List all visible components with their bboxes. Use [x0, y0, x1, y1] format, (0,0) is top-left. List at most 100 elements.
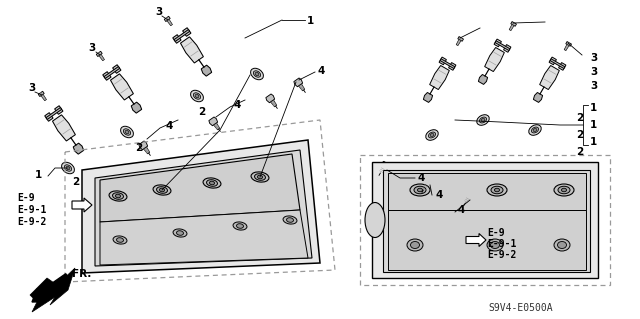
Polygon shape — [100, 210, 308, 265]
Ellipse shape — [554, 239, 570, 251]
Text: 3: 3 — [590, 81, 597, 91]
Text: E-9-1: E-9-1 — [17, 205, 46, 215]
Polygon shape — [209, 117, 218, 126]
Ellipse shape — [173, 229, 187, 237]
Text: 2: 2 — [576, 130, 583, 140]
Polygon shape — [549, 57, 556, 65]
Ellipse shape — [251, 172, 269, 182]
Text: 1: 1 — [590, 103, 597, 113]
Ellipse shape — [490, 241, 499, 249]
Text: S9V4-E0500A: S9V4-E0500A — [488, 303, 552, 313]
Polygon shape — [174, 30, 189, 41]
Ellipse shape — [66, 166, 70, 170]
Ellipse shape — [426, 130, 438, 140]
Ellipse shape — [257, 175, 262, 179]
Text: FR.: FR. — [72, 269, 92, 279]
Polygon shape — [143, 147, 150, 154]
Polygon shape — [73, 143, 84, 154]
Polygon shape — [533, 93, 543, 102]
Ellipse shape — [159, 188, 164, 192]
Text: E-9: E-9 — [17, 193, 35, 203]
Polygon shape — [429, 65, 449, 90]
Ellipse shape — [410, 241, 419, 249]
Polygon shape — [380, 167, 385, 174]
Polygon shape — [41, 94, 47, 101]
Polygon shape — [38, 91, 44, 97]
Ellipse shape — [407, 239, 423, 251]
Ellipse shape — [207, 180, 218, 186]
Ellipse shape — [487, 239, 503, 251]
Text: E-9-1: E-9-1 — [487, 239, 516, 249]
Polygon shape — [103, 72, 111, 80]
Polygon shape — [511, 21, 516, 26]
Ellipse shape — [428, 132, 436, 138]
Text: 3: 3 — [590, 67, 597, 77]
Polygon shape — [479, 74, 488, 85]
Polygon shape — [182, 28, 191, 36]
Ellipse shape — [557, 241, 566, 249]
Text: 2: 2 — [198, 107, 205, 117]
Polygon shape — [424, 93, 433, 102]
Polygon shape — [388, 210, 586, 270]
Polygon shape — [72, 198, 92, 212]
FancyArrow shape — [32, 274, 70, 302]
Ellipse shape — [120, 126, 133, 138]
Text: E-9-2: E-9-2 — [487, 250, 516, 260]
Polygon shape — [111, 74, 133, 100]
Text: 3: 3 — [28, 83, 35, 93]
Text: 4: 4 — [317, 66, 324, 76]
Polygon shape — [266, 94, 275, 103]
Polygon shape — [164, 16, 170, 22]
Polygon shape — [54, 106, 63, 114]
Polygon shape — [173, 35, 181, 43]
Text: 3: 3 — [88, 43, 95, 53]
Ellipse shape — [414, 186, 426, 194]
Polygon shape — [100, 154, 300, 222]
Polygon shape — [104, 67, 120, 78]
Text: 2: 2 — [576, 113, 583, 123]
Ellipse shape — [233, 222, 247, 230]
Polygon shape — [381, 161, 389, 169]
Polygon shape — [422, 184, 428, 191]
Polygon shape — [449, 63, 456, 70]
Polygon shape — [45, 113, 53, 121]
Polygon shape — [82, 140, 320, 273]
Polygon shape — [494, 39, 501, 47]
Text: 2: 2 — [576, 147, 583, 157]
Polygon shape — [466, 234, 486, 247]
Ellipse shape — [113, 193, 124, 199]
Ellipse shape — [533, 129, 537, 131]
Polygon shape — [52, 115, 76, 141]
Ellipse shape — [365, 203, 385, 238]
Polygon shape — [46, 108, 61, 119]
Ellipse shape — [109, 191, 127, 201]
Polygon shape — [456, 39, 461, 46]
Ellipse shape — [287, 218, 294, 222]
Polygon shape — [388, 173, 586, 210]
Ellipse shape — [209, 181, 214, 185]
Polygon shape — [439, 57, 447, 65]
Polygon shape — [484, 48, 504, 71]
Text: E-9: E-9 — [487, 228, 504, 238]
Ellipse shape — [191, 90, 204, 102]
Ellipse shape — [251, 68, 264, 80]
Ellipse shape — [237, 224, 243, 228]
Ellipse shape — [495, 188, 499, 192]
Text: 4: 4 — [165, 121, 172, 131]
Polygon shape — [550, 59, 565, 69]
Polygon shape — [30, 268, 75, 312]
Polygon shape — [540, 65, 559, 90]
Ellipse shape — [65, 165, 72, 171]
Ellipse shape — [410, 184, 430, 196]
Text: 1: 1 — [590, 137, 597, 147]
Ellipse shape — [283, 216, 297, 224]
Ellipse shape — [558, 186, 570, 194]
Polygon shape — [495, 41, 510, 50]
Polygon shape — [294, 78, 303, 87]
Ellipse shape — [430, 133, 434, 137]
Ellipse shape — [115, 194, 120, 198]
Ellipse shape — [125, 130, 129, 134]
Text: 2: 2 — [72, 177, 79, 187]
Polygon shape — [424, 178, 432, 186]
Polygon shape — [466, 191, 474, 199]
